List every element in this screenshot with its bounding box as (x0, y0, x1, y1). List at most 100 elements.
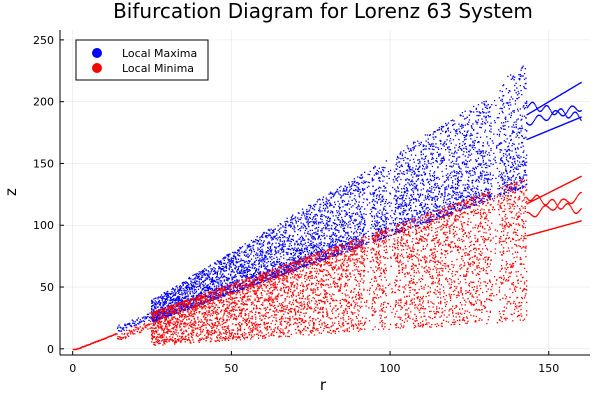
local-maxima-point (322, 255, 324, 257)
local-maxima-point (337, 239, 339, 241)
local-maxima-point (200, 291, 202, 293)
local-maxima-point (384, 215, 386, 218)
local-maxima-point (355, 236, 357, 238)
local-maxima-point (248, 283, 251, 285)
local-maxima-point (353, 181, 355, 184)
local-maxima-point (242, 266, 244, 268)
local-maxima-point (450, 211, 452, 213)
local-maxima-point (160, 295, 162, 298)
local-maxima-point (456, 199, 458, 201)
local-maxima-point (246, 254, 248, 256)
local-maxima-point (415, 187, 417, 190)
local-maxima-point (278, 245, 280, 248)
local-maxima-point (213, 262, 216, 264)
local-maxima-point (432, 133, 434, 135)
local-maxima-point (348, 211, 350, 214)
local-maxima-point (354, 218, 356, 221)
local-maxima-point (255, 259, 258, 261)
local-maxima-point (501, 174, 503, 176)
local-maxima-point (327, 252, 329, 254)
local-maxima-point (329, 237, 331, 240)
local-maxima-point (397, 229, 399, 231)
local-maxima-point (329, 217, 332, 220)
local-maxima-point (414, 188, 416, 190)
local-maxima-point (459, 130, 461, 133)
local-maxima-point (225, 267, 228, 269)
local-maxima-point (400, 178, 402, 181)
local-maxima-point (299, 218, 302, 221)
local-maxima-point (319, 251, 321, 253)
local-maxima-point (476, 178, 478, 181)
local-maxima-point (306, 264, 308, 266)
local-maxima-point (454, 188, 457, 190)
local-maxima-point (497, 188, 499, 190)
local-maxima-point (507, 164, 510, 166)
local-maxima-point (488, 145, 490, 147)
local-maxima-point (165, 300, 167, 303)
local-maxima-point (448, 212, 450, 215)
local-maxima-point (262, 241, 265, 244)
local-maxima-point (343, 200, 346, 202)
local-maxima-point (349, 203, 351, 205)
local-maxima-point (262, 232, 265, 234)
local-maxima-point (375, 172, 377, 174)
local-maxima-point (282, 265, 284, 268)
local-maxima-point (245, 266, 247, 268)
local-maxima-point (403, 208, 405, 210)
local-maxima-point (234, 256, 236, 258)
local-maxima-point (373, 234, 375, 237)
local-maxima-point (172, 310, 174, 312)
local-maxima-point (217, 296, 219, 299)
local-maxima-point (347, 226, 349, 228)
local-maxima-point (198, 281, 200, 283)
local-maxima-point (417, 221, 420, 223)
local-maxima-point (443, 142, 445, 144)
local-maxima-point (290, 238, 292, 240)
local-maxima-point (380, 187, 382, 189)
local-maxima-point (473, 142, 475, 144)
local-maxima-point (466, 164, 468, 166)
local-maxima-point (294, 249, 297, 252)
local-maxima-point (364, 221, 366, 223)
local-maxima-point (434, 136, 436, 138)
local-maxima-point (258, 259, 260, 261)
local-maxima-point (247, 270, 249, 272)
local-maxima-point (273, 262, 275, 264)
local-maxima-point (383, 235, 385, 237)
local-maxima-point (477, 185, 479, 187)
local-maxima-point (421, 179, 423, 181)
local-maxima-point (155, 317, 157, 319)
local-maxima-point (489, 111, 491, 113)
local-maxima-point (459, 114, 461, 117)
local-maxima-point (179, 296, 181, 298)
local-maxima-point (255, 274, 258, 276)
local-maxima-point (383, 236, 385, 239)
local-maxima-point (343, 187, 345, 190)
local-maxima-point (426, 221, 429, 223)
local-maxima-point (410, 168, 412, 170)
local-maxima-point (231, 269, 233, 271)
local-maxima-point (200, 282, 202, 284)
local-maxima-point (461, 176, 463, 178)
local-maxima-point (490, 179, 492, 181)
local-maxima-point (357, 206, 359, 208)
local-maxima-point (285, 262, 288, 264)
local-maxima-point (381, 197, 383, 199)
local-maxima-point (384, 224, 386, 226)
local-maxima-point (274, 276, 276, 278)
local-maxima-point (366, 199, 369, 201)
local-maxima-point (482, 111, 484, 113)
local-maxima-point (172, 301, 174, 303)
local-maxima-point (389, 215, 392, 217)
local-maxima-point (433, 145, 435, 147)
local-maxima-point (394, 188, 396, 190)
local-maxima-point (299, 236, 302, 239)
local-maxima-point (292, 249, 295, 251)
local-maxima-point (320, 230, 322, 232)
local-maxima-point (168, 313, 170, 315)
local-maxima-point (299, 262, 302, 264)
local-maxima-point (426, 166, 429, 168)
local-maxima-point (477, 191, 480, 193)
local-maxima-point (475, 159, 477, 161)
local-maxima-point (206, 278, 209, 280)
